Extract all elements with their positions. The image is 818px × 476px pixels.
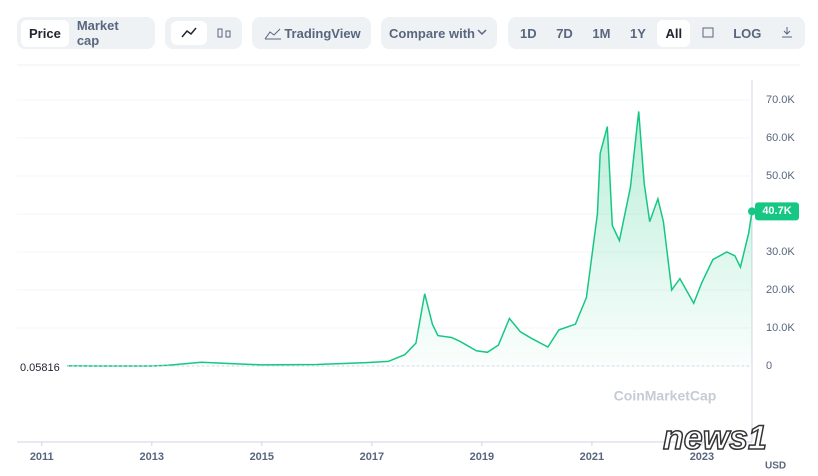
range-toggle: 1D 7D 1M 1Y All LOG (508, 17, 805, 49)
last-price-label: 40.7K (762, 205, 791, 217)
x-tick-label: 2013 (140, 451, 164, 463)
start-price-label: 0.05816 (20, 362, 60, 374)
x-tick-label: 2021 (580, 451, 604, 463)
range-button[interactable]: 1D (520, 25, 537, 41)
y-tick-label: 30.0K (766, 246, 795, 258)
log-button[interactable]: LOG (733, 25, 762, 41)
tv-icon (264, 28, 282, 40)
line-icon[interactable] (171, 21, 208, 45)
chevron (477, 29, 487, 36)
range-button[interactable]: 1M (592, 25, 611, 41)
price-button[interactable]: Price (21, 19, 69, 47)
last-price-box (755, 202, 799, 221)
x-tick-label: 2011 (30, 451, 54, 463)
download-icon[interactable] (773, 20, 801, 47)
market-cap-button[interactable]: Market cap (76, 18, 119, 48)
calendar-icon[interactable] (694, 20, 722, 47)
range-button[interactable]: 1Y (630, 25, 646, 41)
y-tick-label: 50.0K (766, 170, 795, 182)
x-tick-label: 2019 (470, 451, 494, 463)
watermark: CoinMarketCap (614, 388, 717, 404)
view-toggle: Price Market cap (17, 17, 155, 49)
tradingview-label: TradingView (284, 25, 361, 41)
y-tick-label: 60.0K (766, 132, 795, 144)
y-tick-label: 20.0K (766, 284, 795, 296)
y-tick-label: 70.0K (766, 94, 795, 106)
x-tick-label: 2017 (360, 451, 384, 463)
compare-button[interactable]: Compare with (381, 17, 497, 49)
overlay-logo: news1 (663, 419, 767, 457)
range-button[interactable]: All (657, 19, 691, 47)
x-tick-label: 2023 (690, 451, 714, 463)
start-label-bg (17, 357, 67, 374)
y-tick-label: 10.0K (766, 322, 795, 334)
x-tick-label: 2015 (250, 451, 274, 463)
candle-icon[interactable] (212, 21, 236, 45)
price-line (16, 111, 753, 367)
range-button[interactable]: 7D (556, 25, 573, 41)
y-tick-label: 0 (766, 360, 772, 372)
area (17, 111, 752, 367)
y-unit: USD (765, 461, 786, 472)
compare-label: Compare with (389, 25, 475, 41)
tradingview-button[interactable]: TradingView (252, 17, 371, 49)
chart-style-toggle (165, 17, 242, 49)
last-point (748, 207, 756, 216)
